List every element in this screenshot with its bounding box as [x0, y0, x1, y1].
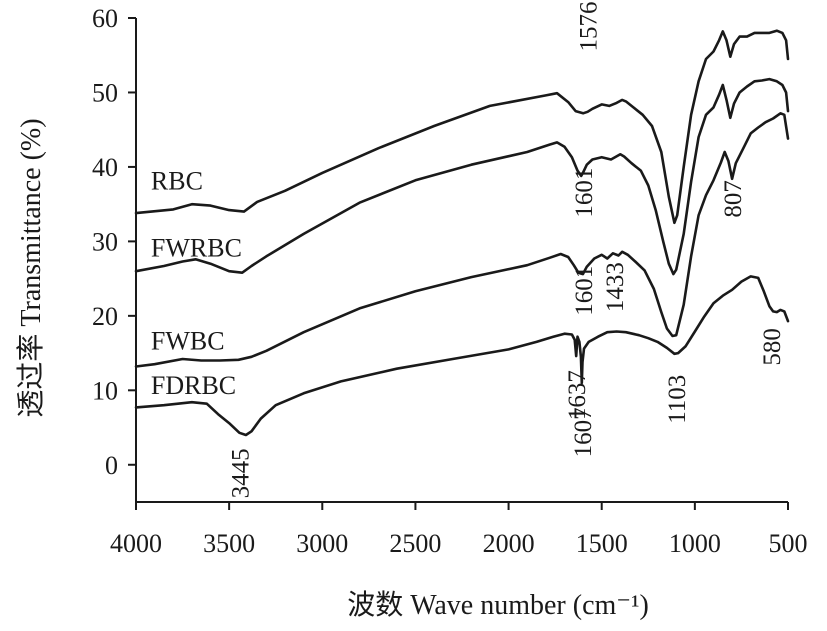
peak-label-1576: 1576	[576, 2, 603, 52]
y-tick-label: 40	[92, 153, 118, 182]
series-label-fwrbc: FWRBC	[151, 233, 242, 262]
series-label-group: RBC FWRBC FWBC FDRBC	[151, 166, 242, 400]
series-label-fwbc: FWBC	[151, 326, 225, 355]
series-line-fwbc	[134, 112, 790, 368]
peak-label-1103: 1103	[664, 375, 691, 424]
peak-label-3445: 3445	[227, 448, 254, 498]
series-label-rbc: RBC	[151, 166, 203, 195]
x-tick-label: 4000	[110, 529, 162, 558]
y-tick-label: 30	[92, 227, 118, 256]
peak-label-1637: 1637	[564, 370, 591, 420]
peak-label-807: 807	[720, 180, 747, 218]
peak-label-1433: 1433	[602, 262, 629, 312]
series-label-fdrbc: FDRBC	[151, 371, 236, 400]
x-axis: 4000 3500 3000 2500 2000 1500 1000 500 波数 Wave …	[110, 501, 808, 621]
y-axis-title: 透过率 Transmittance (%)	[15, 118, 47, 417]
series-line-fdrbc	[134, 275, 790, 437]
series-group	[134, 29, 790, 437]
x-axis-title: 波数 Wave number (cm⁻¹)	[347, 589, 649, 621]
x-tick-label: 500	[769, 529, 808, 558]
peak-label-580: 580	[759, 328, 786, 366]
y-axis: 0 10 20 30 40 50 60 透过率 Transmittance (%)	[15, 4, 137, 502]
x-tick-label: 3000	[296, 529, 348, 558]
peak-label-1607: 1607	[570, 407, 597, 457]
x-tick-label: 2000	[483, 529, 535, 558]
y-tick-group: 0 10 20 30 40 50 60	[92, 4, 136, 480]
y-tick-label: 60	[92, 4, 118, 33]
x-tick-label: 1000	[669, 529, 721, 558]
peak-label-1601: 1601	[571, 266, 598, 316]
x-tick-label: 2500	[389, 529, 441, 558]
x-tick-label: 1500	[576, 529, 628, 558]
peak-label-1601: 1601	[571, 168, 598, 218]
series-line-fwrbc	[134, 77, 790, 276]
x-tick-group: 4000 3500 3000 2500 2000 1500 1000 500	[110, 502, 808, 558]
y-tick-label: 10	[92, 376, 118, 405]
y-tick-label: 20	[92, 302, 118, 331]
x-tick-label: 3500	[203, 529, 255, 558]
series-line-rbc	[134, 29, 790, 225]
y-tick-label: 50	[92, 78, 118, 107]
y-tick-label: 0	[105, 451, 118, 480]
